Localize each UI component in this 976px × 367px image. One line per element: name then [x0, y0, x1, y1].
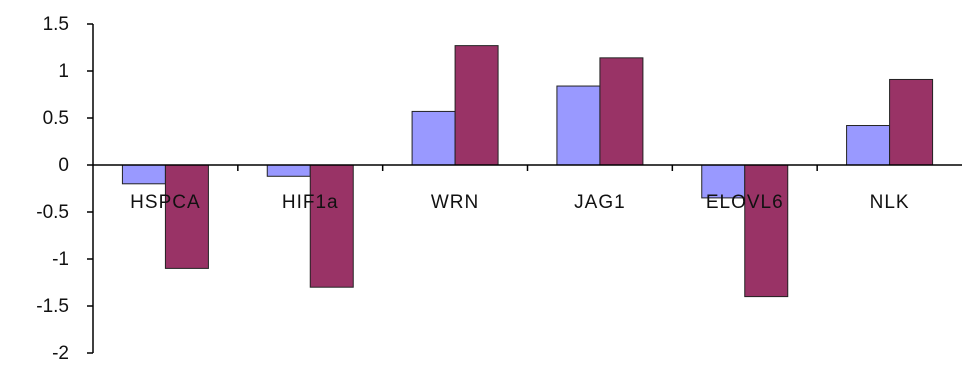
category-label-hspca: HSPCA: [130, 192, 200, 213]
bar-series-1-hspca: [121, 164, 166, 185]
bar-series-2-hspca: [164, 164, 209, 269]
y-tick-label: -2: [52, 343, 69, 364]
bar-series-1-hif1a: [266, 164, 311, 177]
bar-series-2-hif1a: [309, 164, 354, 288]
category-label-nlk: NLK: [870, 192, 910, 213]
bar-series-1-jag1: [556, 85, 601, 166]
bar-series-2-nlk: [889, 78, 934, 166]
category-label-jag1: JAG1: [574, 192, 626, 213]
y-tick-label: 1: [58, 61, 69, 82]
category-label-elovl6: ELOVL6: [706, 192, 784, 213]
bar-series-1-nlk: [846, 125, 891, 166]
y-tick-label: -1.5: [36, 296, 69, 317]
bar-series-2-jag1: [599, 57, 644, 166]
bar-series-2-wrn: [454, 45, 499, 166]
bar-series-2-elovl6: [744, 164, 789, 298]
y-tick-label: 1.5: [43, 14, 69, 35]
category-label-hif1a: HIF1a: [282, 192, 339, 213]
y-tick-label: 0: [58, 155, 69, 176]
category-label-wrn: WRN: [431, 192, 479, 213]
y-tick-label: -0.5: [36, 202, 69, 223]
bar-series-1-wrn: [411, 110, 456, 166]
y-tick-label: -1: [52, 249, 69, 270]
y-tick-label: 0.5: [43, 108, 69, 129]
